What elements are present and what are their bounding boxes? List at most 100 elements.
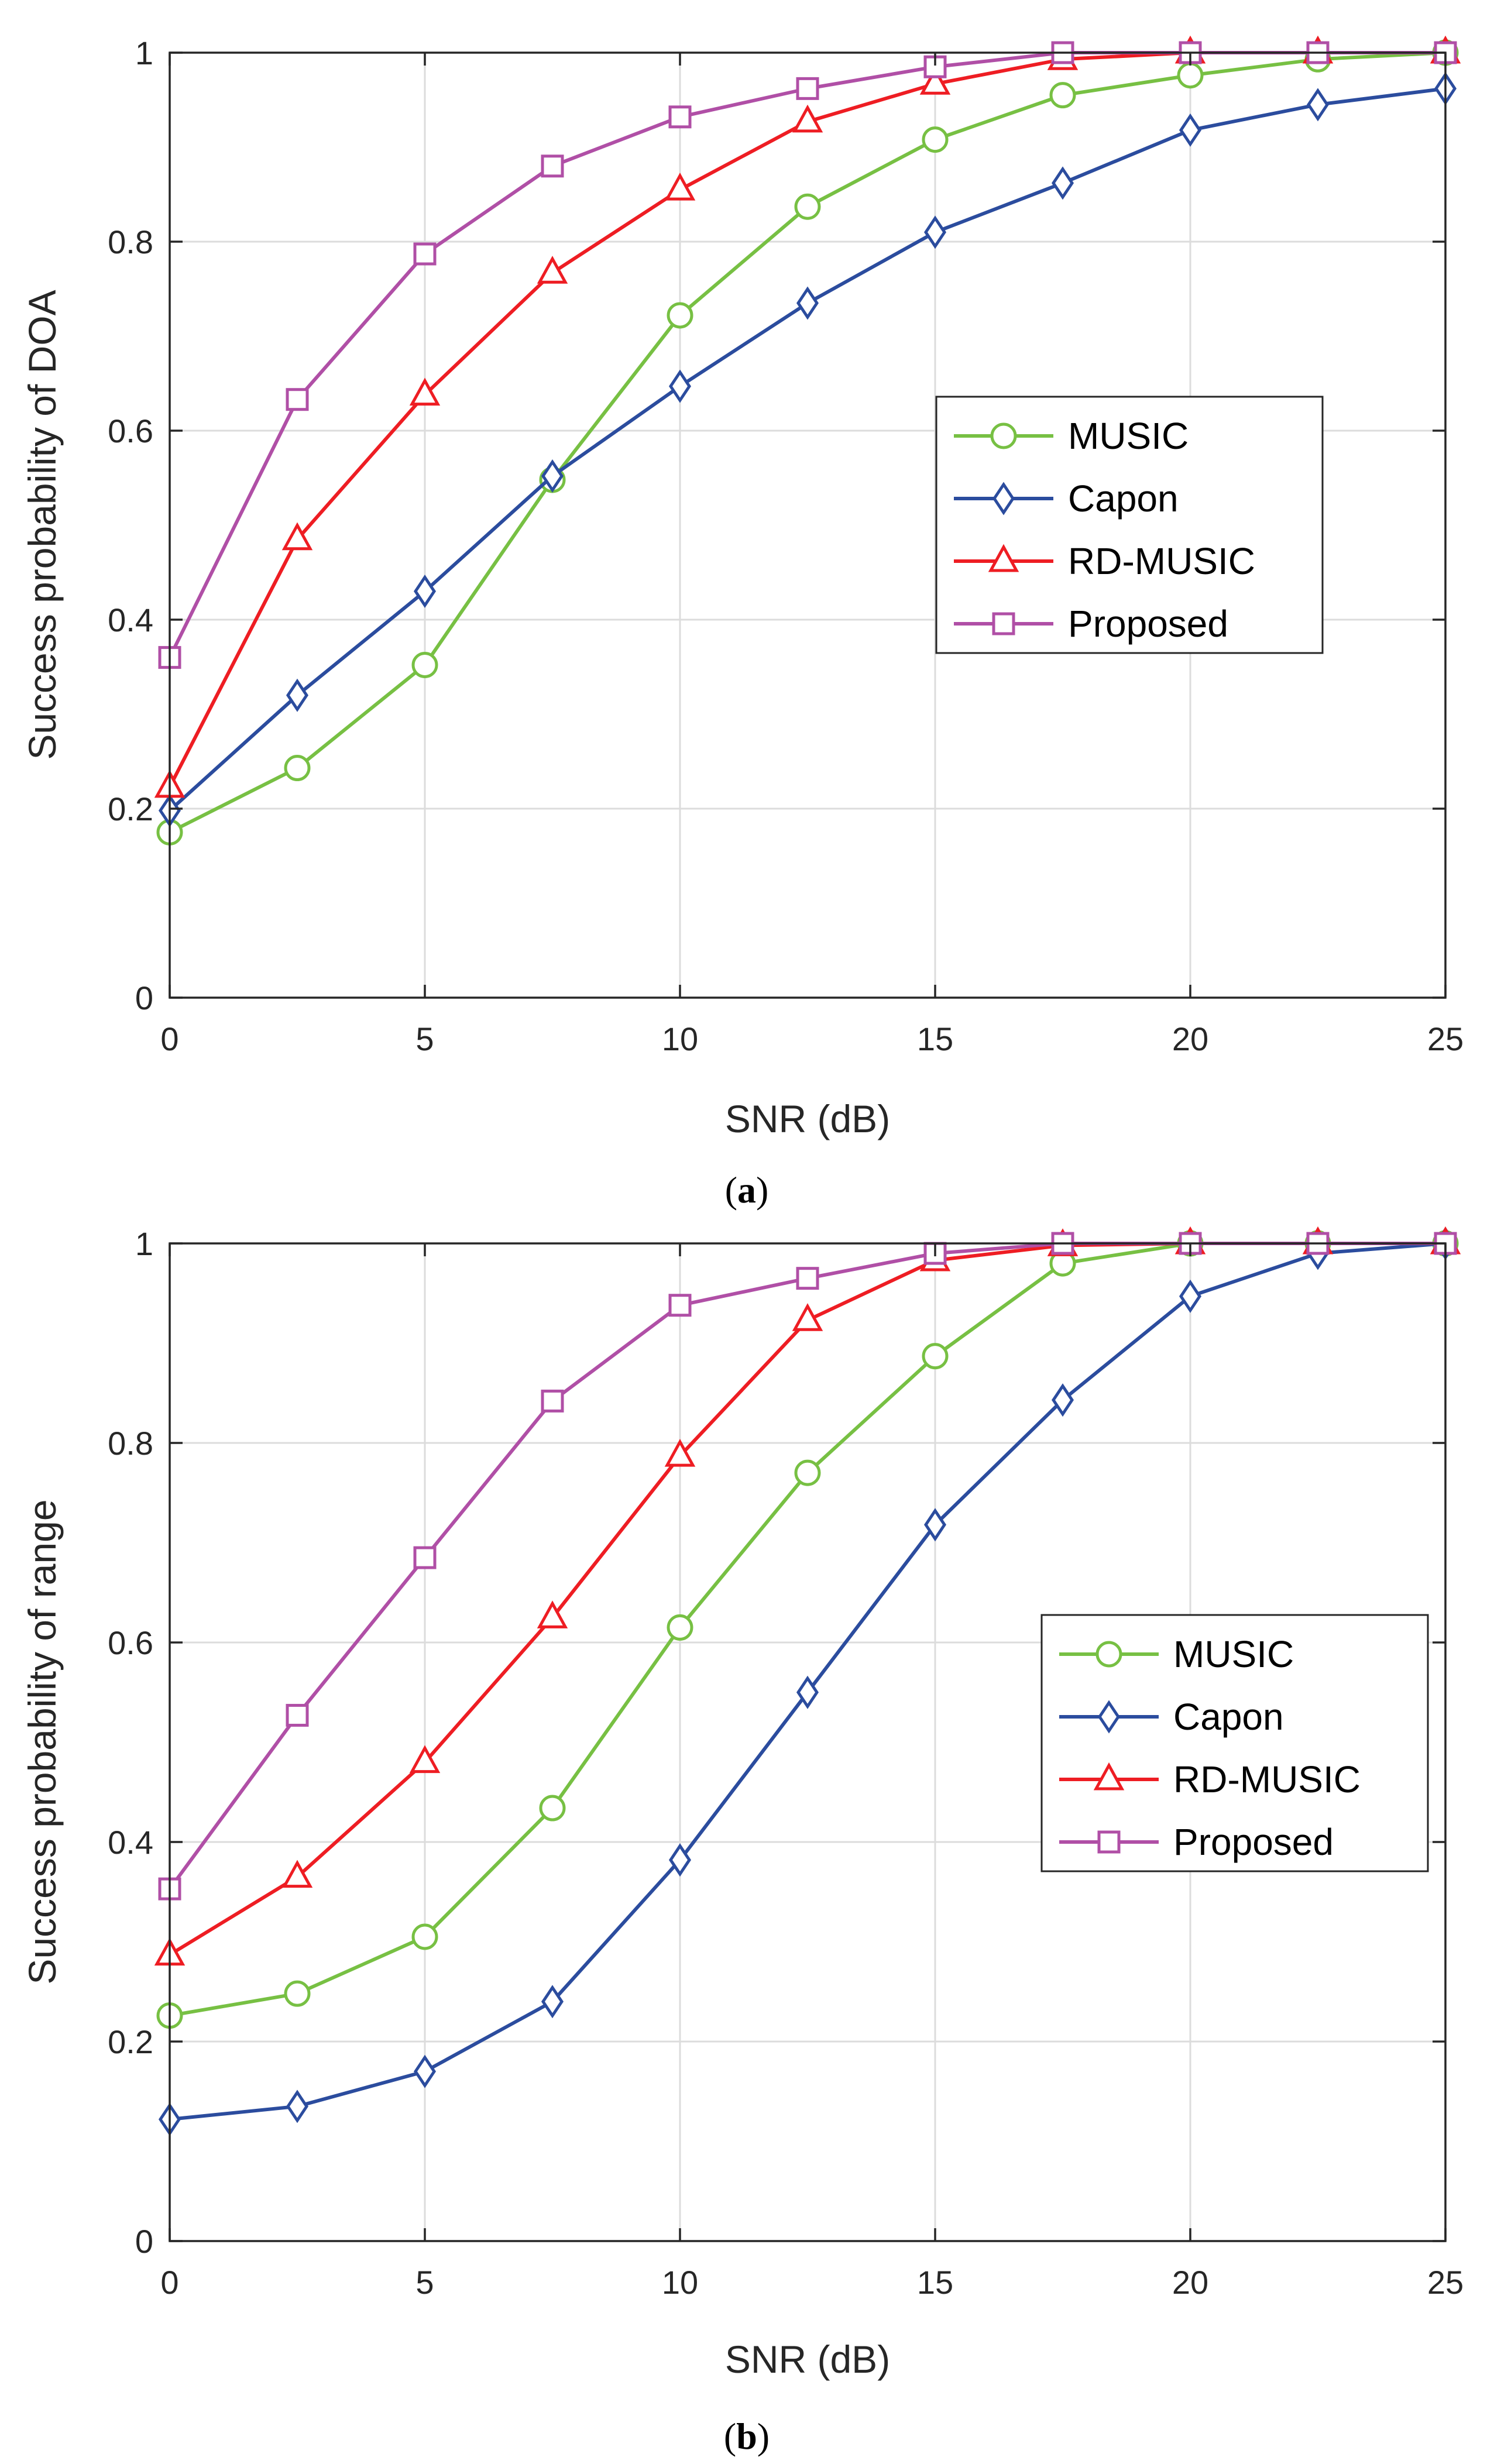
y-tick-label: 0.4 bbox=[108, 602, 153, 638]
legend-label-capon: Capon bbox=[1068, 477, 1179, 520]
legend-label-proposed: Proposed bbox=[1173, 1821, 1334, 1863]
legend-label-music: MUSIC bbox=[1173, 1633, 1294, 1675]
data-point-rd-music bbox=[664, 1438, 696, 1467]
data-point-proposed bbox=[413, 242, 437, 266]
data-point-capon bbox=[923, 215, 947, 249]
x-axis-label-a: SNR (dB) bbox=[725, 1097, 890, 1140]
data-point-capon bbox=[541, 1985, 564, 2019]
data-point-capon bbox=[923, 1508, 947, 1542]
data-point-capon bbox=[286, 678, 309, 712]
data-point-music bbox=[1177, 62, 1204, 89]
x-tick-label: 25 bbox=[1427, 1020, 1464, 1057]
data-point-rd-music bbox=[281, 522, 313, 551]
data-point-music bbox=[411, 652, 438, 679]
data-point-capon bbox=[413, 575, 437, 609]
x-tick-label: 10 bbox=[662, 1020, 698, 1057]
data-point-music bbox=[667, 1614, 693, 1641]
data-point-proposed bbox=[668, 1294, 692, 1317]
legend-items-a: MUSIC Capon RD-MUSIC Proposed bbox=[954, 415, 1255, 645]
data-point-capon bbox=[796, 286, 819, 320]
data-point-proposed bbox=[541, 1389, 564, 1413]
data-point-rd-music bbox=[792, 104, 823, 133]
y-axis-label-a: Success probability of DOA bbox=[20, 290, 64, 760]
legend-label-rd-music: RD-MUSIC bbox=[1173, 1758, 1361, 1800]
y-tick-label: 0.8 bbox=[108, 224, 153, 260]
data-point-music bbox=[667, 302, 693, 329]
x-tick-label: 0 bbox=[160, 2264, 178, 2301]
data-point-capon bbox=[286, 2090, 309, 2123]
data-point-rd-music bbox=[537, 256, 568, 284]
x-tick-label: 15 bbox=[917, 2264, 953, 2301]
y-tick-label: 1 bbox=[135, 35, 153, 71]
legend-marker-rd-music bbox=[1093, 1762, 1125, 1791]
data-point-music bbox=[411, 1923, 438, 1950]
legend-marker-proposed bbox=[992, 612, 1015, 635]
y-tick-label: 0.6 bbox=[108, 413, 153, 449]
data-point-capon bbox=[1051, 1383, 1074, 1417]
data-point-capon bbox=[413, 2054, 437, 2088]
data-point-capon bbox=[796, 1675, 819, 1709]
x-axis-label-b: SNR (dB) bbox=[725, 2338, 890, 2381]
data-point-rd-music bbox=[919, 67, 951, 95]
y-tick-label: 0.2 bbox=[108, 791, 153, 827]
legend-marker-rd-music bbox=[988, 544, 1019, 572]
x-tick-label: 25 bbox=[1427, 2264, 1464, 2301]
y-tick-label: 0 bbox=[135, 980, 153, 1016]
data-point-proposed bbox=[796, 77, 819, 100]
y-tick-label: 1 bbox=[135, 1225, 153, 1262]
legend-marker-music bbox=[990, 422, 1017, 449]
caption-letter-a: a bbox=[737, 1169, 756, 1211]
x-tick-label: 15 bbox=[917, 1020, 953, 1057]
legend-marker-capon bbox=[992, 482, 1015, 516]
data-point-proposed bbox=[286, 1703, 309, 1727]
data-point-capon bbox=[1179, 113, 1202, 147]
data-point-music bbox=[284, 1980, 311, 2007]
caption-b: (b) bbox=[724, 2415, 770, 2457]
x-tick-label: 5 bbox=[415, 2264, 434, 2301]
legend-label-rd-music: RD-MUSIC bbox=[1068, 540, 1255, 582]
y-tick-label: 0.4 bbox=[108, 1824, 153, 1861]
data-point-capon bbox=[668, 1843, 692, 1877]
legend-label-music: MUSIC bbox=[1068, 415, 1189, 457]
data-point-proposed bbox=[413, 1546, 437, 1569]
chart-panel-a: 0 5 10 15 20 25 0 0.2 0.4 0.6 0.8 1 SNR (dB) Succes… bbox=[20, 35, 1464, 1211]
data-point-music bbox=[1049, 82, 1076, 109]
x-tick-label: 0 bbox=[160, 1020, 178, 1057]
data-point-music bbox=[922, 126, 949, 153]
data-point-music bbox=[794, 193, 821, 220]
data-point-music bbox=[539, 1795, 566, 1822]
data-point-capon bbox=[1051, 166, 1074, 200]
y-tick-label: 0.8 bbox=[108, 1425, 153, 1462]
data-point-capon bbox=[1179, 1279, 1202, 1313]
data-point-rd-music bbox=[537, 1600, 568, 1628]
ticks-a: 0 5 10 15 20 25 0 0.2 0.4 0.6 0.8 1 bbox=[108, 35, 1464, 1057]
legend-b: MUSIC Capon RD-MUSIC Proposed bbox=[1040, 1614, 1429, 1872]
y-tick-label: 0.6 bbox=[108, 1624, 153, 1661]
data-point-rd-music bbox=[409, 377, 441, 406]
chart-panel-b: 0 5 10 15 20 25 0 0.2 0.4 0.6 0.8 1 SNR (dB) Succes… bbox=[20, 1225, 1464, 2457]
data-point-proposed bbox=[796, 1267, 819, 1290]
x-tick-label: 10 bbox=[662, 2264, 698, 2301]
legend-label-proposed: Proposed bbox=[1068, 603, 1228, 645]
data-point-music bbox=[284, 755, 311, 782]
axes-box-b bbox=[169, 1242, 1447, 2242]
data-point-rd-music bbox=[281, 1860, 313, 1888]
legend-label-capon: Capon bbox=[1173, 1696, 1284, 1738]
ticks-b: 0 5 10 15 20 25 0 0.2 0.4 0.6 0.8 1 bbox=[108, 1225, 1464, 2301]
data-point-proposed bbox=[541, 154, 564, 178]
legend-marker-music bbox=[1095, 1641, 1122, 1668]
legend-marker-capon bbox=[1097, 1700, 1121, 1734]
y-tick-label: 0.2 bbox=[108, 2023, 153, 2060]
data-point-capon bbox=[668, 369, 692, 403]
legend-a: MUSIC Capon RD-MUSIC Proposed bbox=[935, 396, 1324, 654]
data-point-capon bbox=[541, 459, 564, 493]
x-tick-label: 5 bbox=[415, 1020, 434, 1057]
data-point-proposed bbox=[668, 105, 692, 129]
data-point-capon bbox=[1306, 88, 1330, 122]
legend-items-b: MUSIC Capon RD-MUSIC Proposed bbox=[1059, 1633, 1361, 1863]
x-tick-label: 20 bbox=[1172, 1020, 1208, 1057]
axes-box-a bbox=[169, 51, 1447, 999]
data-point-proposed bbox=[286, 388, 309, 411]
legend-marker-proposed bbox=[1097, 1830, 1121, 1854]
